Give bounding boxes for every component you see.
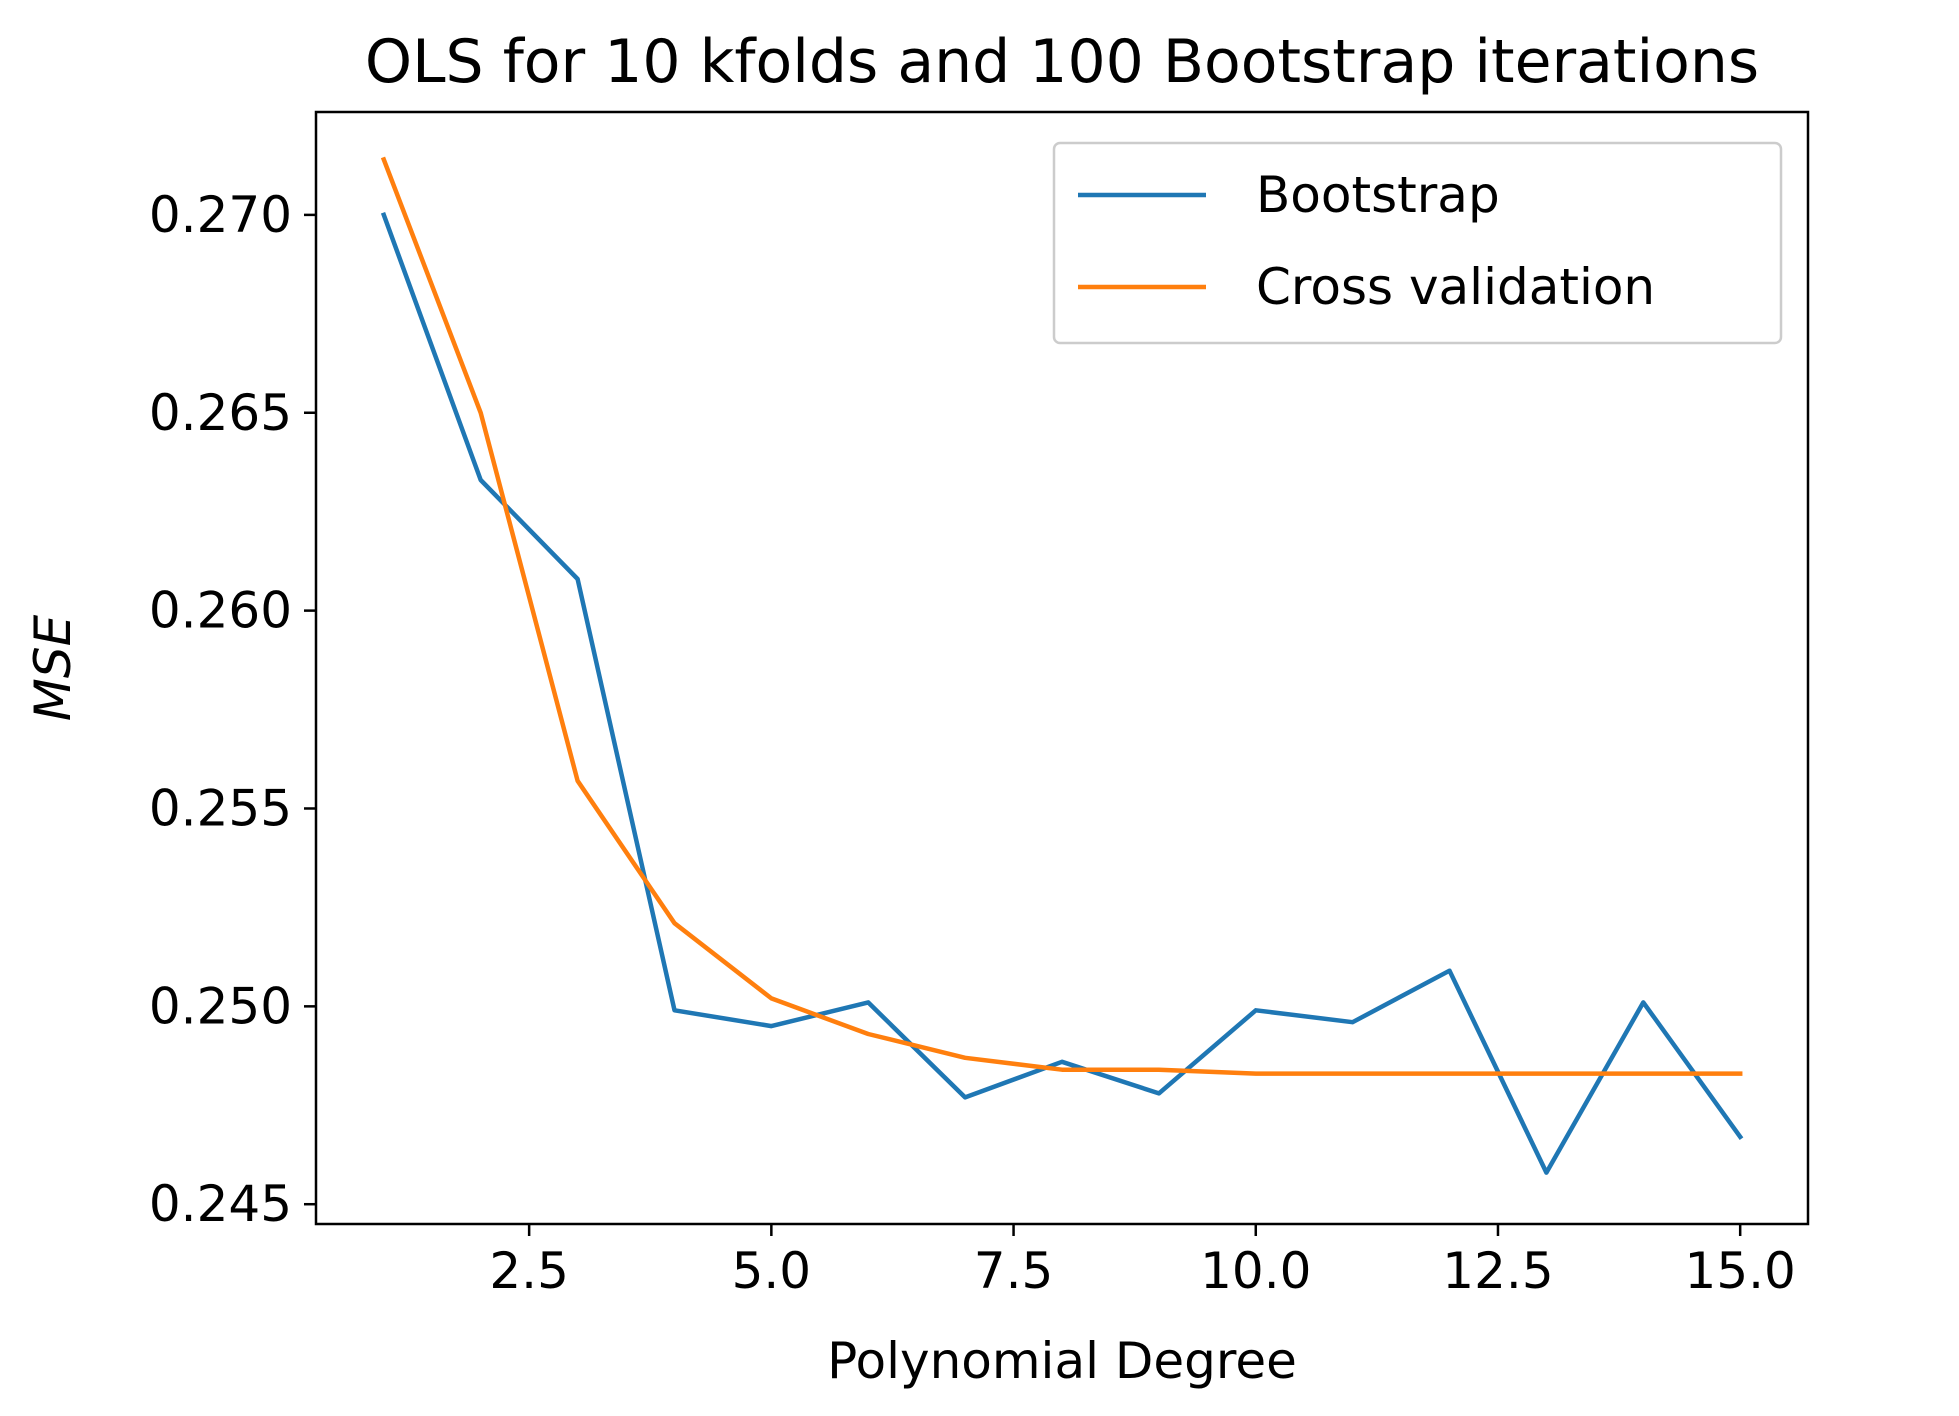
x-axis-label: Polynomial Degree bbox=[827, 1332, 1297, 1390]
legend-box bbox=[1052, 141, 1783, 345]
chart-title: OLS for 10 kfolds and 100 Bootstrap iter… bbox=[365, 27, 1759, 97]
legend: Bootstrap Cross validation bbox=[1052, 141, 1783, 345]
plot-frame bbox=[314, 110, 1810, 1226]
legend-label-cross-validation: Cross validation bbox=[1256, 258, 1655, 316]
y-axis: 0.245 0.250 0.255 0.260 0.265 0.270 bbox=[149, 186, 316, 1233]
legend-label-bootstrap: Bootstrap bbox=[1256, 166, 1500, 224]
y-tick-label: 0.255 bbox=[149, 779, 292, 837]
y-tick-label: 0.245 bbox=[149, 1175, 292, 1233]
x-tick-label: 12.5 bbox=[1442, 1242, 1553, 1300]
series-line-bootstrap bbox=[380, 212, 1744, 1175]
series-line-cross-validation bbox=[380, 156, 1743, 1076]
y-tick-label: 0.265 bbox=[149, 384, 292, 442]
y-tick-label: 0.250 bbox=[149, 977, 292, 1035]
x-tick-label: 2.5 bbox=[489, 1242, 569, 1300]
x-tick-label: 7.5 bbox=[974, 1242, 1054, 1300]
x-tick-label: 5.0 bbox=[732, 1242, 812, 1300]
x-axis: 2.5 5.0 7.5 10.0 12.5 15.0 bbox=[489, 1224, 1796, 1300]
y-tick-label: 0.260 bbox=[149, 582, 292, 640]
series-layer bbox=[380, 156, 1744, 1175]
x-tick-label: 10.0 bbox=[1200, 1242, 1311, 1300]
y-axis-label: MSE bbox=[24, 614, 82, 721]
y-tick-label: 0.270 bbox=[149, 186, 292, 244]
x-tick-label: 15.0 bbox=[1685, 1242, 1796, 1300]
